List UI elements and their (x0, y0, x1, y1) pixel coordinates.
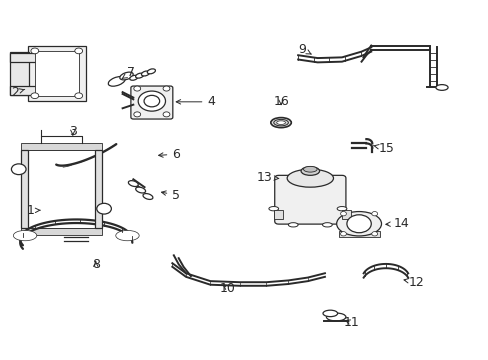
Text: 8: 8 (92, 258, 100, 271)
Ellipse shape (276, 121, 285, 125)
Bar (21, 228, 102, 235)
Circle shape (163, 86, 169, 91)
Ellipse shape (108, 77, 125, 86)
Circle shape (346, 215, 370, 233)
Ellipse shape (270, 118, 291, 128)
Text: 15: 15 (373, 142, 394, 155)
Bar (21, 143, 102, 149)
Ellipse shape (122, 233, 133, 238)
Ellipse shape (336, 207, 346, 211)
Text: 16: 16 (273, 95, 288, 108)
Circle shape (163, 112, 169, 117)
Ellipse shape (303, 166, 317, 172)
Ellipse shape (13, 230, 37, 241)
Bar (27, 149, 96, 228)
Ellipse shape (273, 120, 288, 126)
Text: 6: 6 (158, 148, 180, 161)
Ellipse shape (135, 187, 145, 193)
Text: 3: 3 (69, 125, 77, 139)
Circle shape (75, 93, 82, 99)
Text: 5: 5 (161, 189, 180, 202)
Circle shape (134, 86, 141, 91)
FancyBboxPatch shape (274, 175, 345, 224)
Text: 1: 1 (27, 204, 41, 217)
Ellipse shape (119, 232, 136, 239)
Bar (27, 45, 86, 101)
Bar (21, 149, 28, 228)
Ellipse shape (323, 310, 337, 317)
Text: 10: 10 (220, 282, 235, 295)
Ellipse shape (147, 69, 155, 74)
Text: 9: 9 (298, 42, 311, 55)
Circle shape (31, 93, 39, 99)
Bar (273, 211, 282, 220)
Text: 11: 11 (343, 316, 359, 329)
Ellipse shape (120, 72, 133, 80)
Ellipse shape (435, 85, 447, 90)
Text: 14: 14 (385, 217, 408, 230)
Circle shape (340, 231, 346, 236)
Ellipse shape (326, 313, 345, 321)
Bar (10, 53, 37, 62)
Ellipse shape (19, 233, 31, 238)
Ellipse shape (268, 207, 278, 211)
Ellipse shape (288, 223, 298, 227)
Ellipse shape (116, 230, 139, 241)
Circle shape (340, 212, 346, 216)
Circle shape (31, 48, 39, 54)
Bar (10, 51, 29, 95)
Circle shape (371, 231, 377, 236)
Circle shape (371, 212, 377, 216)
Circle shape (75, 48, 82, 54)
Ellipse shape (301, 167, 319, 175)
Text: 12: 12 (403, 276, 423, 289)
FancyBboxPatch shape (131, 86, 172, 119)
Bar (95, 149, 102, 228)
Ellipse shape (129, 75, 138, 80)
Bar (341, 211, 350, 220)
Circle shape (138, 91, 165, 111)
Circle shape (97, 203, 111, 214)
Text: 4: 4 (176, 95, 215, 108)
Ellipse shape (16, 232, 34, 239)
Ellipse shape (336, 212, 381, 236)
Bar (338, 231, 379, 237)
Circle shape (11, 164, 26, 175)
Ellipse shape (286, 169, 333, 187)
Ellipse shape (142, 194, 153, 199)
Circle shape (134, 112, 141, 117)
Bar (35, 51, 79, 96)
Ellipse shape (322, 223, 331, 227)
Text: 7: 7 (122, 66, 135, 79)
Text: 2: 2 (11, 86, 25, 99)
Text: 13: 13 (257, 171, 278, 184)
Ellipse shape (135, 73, 143, 78)
Ellipse shape (141, 71, 149, 76)
Ellipse shape (128, 181, 138, 186)
Circle shape (144, 95, 159, 107)
Bar (10, 86, 37, 95)
